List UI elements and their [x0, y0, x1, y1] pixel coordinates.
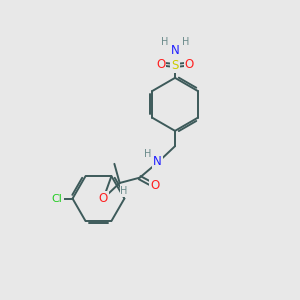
Text: H: H: [120, 186, 128, 196]
Text: N: N: [171, 44, 179, 57]
Text: O: O: [150, 179, 160, 192]
Text: Cl: Cl: [52, 194, 63, 204]
Text: H: H: [161, 37, 168, 47]
Text: O: O: [99, 192, 108, 205]
Text: O: O: [184, 58, 194, 70]
Text: H: H: [182, 37, 189, 47]
Text: O: O: [156, 58, 166, 70]
Text: H: H: [144, 149, 151, 159]
Text: S: S: [171, 59, 179, 72]
Text: N: N: [153, 155, 162, 168]
